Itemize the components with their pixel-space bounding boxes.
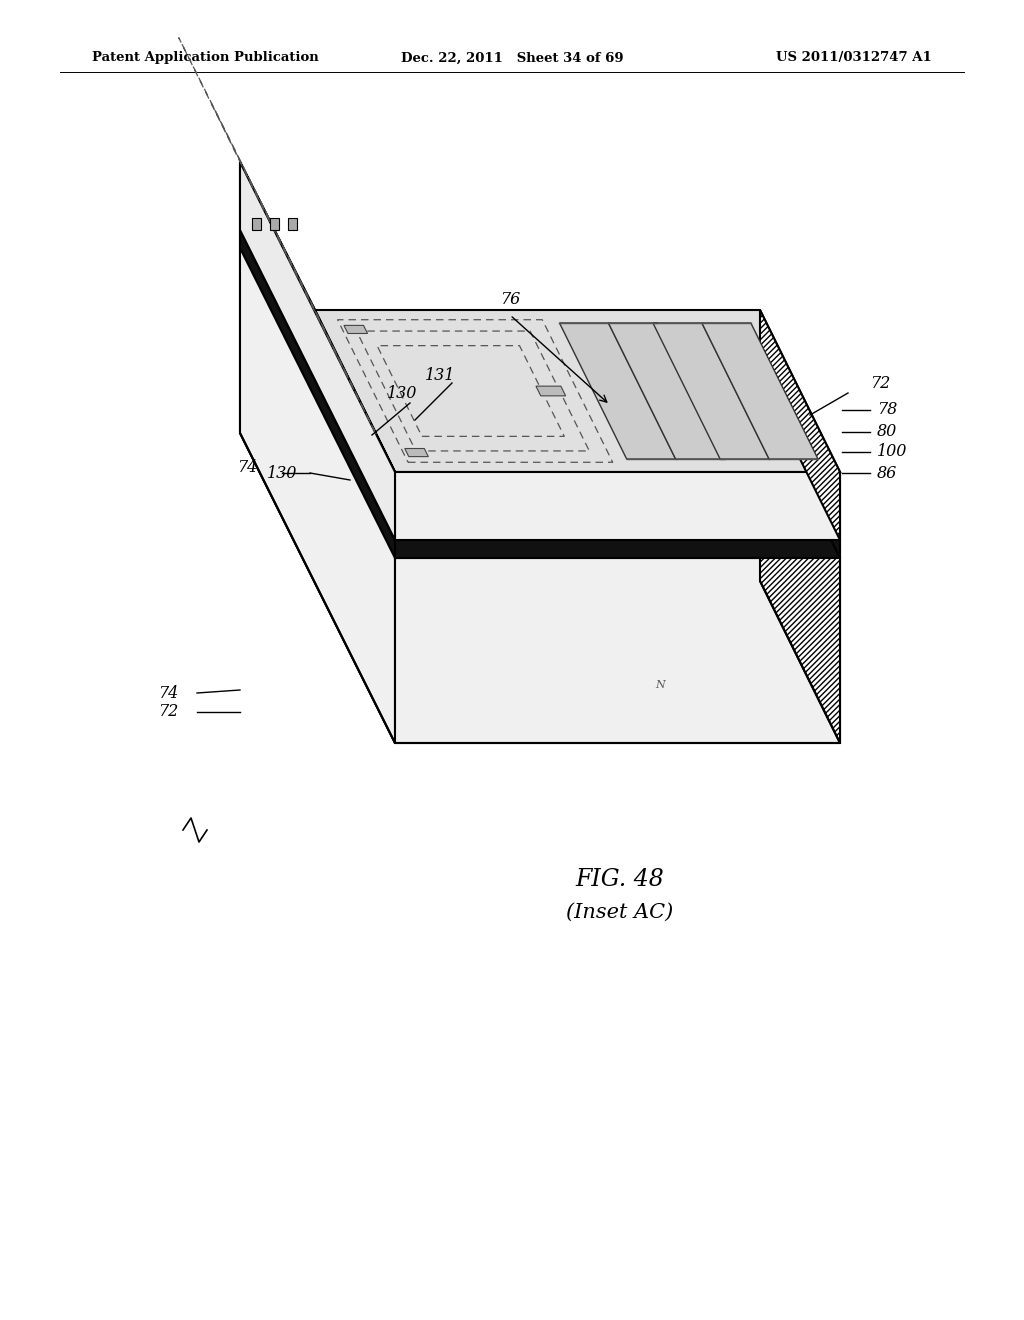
Polygon shape: [252, 218, 261, 230]
Text: 100: 100: [877, 444, 907, 461]
Polygon shape: [536, 387, 565, 396]
Polygon shape: [653, 323, 769, 459]
Text: 72: 72: [158, 704, 178, 721]
Text: 78: 78: [877, 401, 897, 418]
Text: 130: 130: [267, 465, 297, 482]
Text: US 2011/0312747 A1: US 2011/0312747 A1: [776, 51, 932, 65]
Polygon shape: [288, 218, 297, 230]
Polygon shape: [701, 323, 818, 459]
Polygon shape: [240, 230, 395, 743]
Polygon shape: [240, 230, 395, 558]
Text: 131: 131: [425, 367, 456, 384]
Text: 72: 72: [870, 375, 890, 392]
Polygon shape: [608, 323, 725, 459]
Polygon shape: [395, 540, 840, 558]
Text: 76: 76: [500, 292, 520, 309]
Polygon shape: [395, 473, 840, 540]
Text: 74: 74: [158, 685, 178, 701]
Text: 86: 86: [877, 465, 897, 482]
Polygon shape: [240, 162, 395, 473]
Text: N: N: [655, 680, 665, 690]
Polygon shape: [395, 558, 840, 743]
Text: Patent Application Publication: Patent Application Publication: [92, 51, 318, 65]
Text: 80: 80: [877, 424, 897, 441]
Polygon shape: [760, 378, 840, 558]
Polygon shape: [760, 310, 840, 540]
Text: FIG. 48: FIG. 48: [575, 869, 665, 891]
Polygon shape: [344, 326, 368, 334]
Polygon shape: [315, 310, 395, 540]
Text: Dec. 22, 2011   Sheet 34 of 69: Dec. 22, 2011 Sheet 34 of 69: [400, 51, 624, 65]
Polygon shape: [240, 162, 395, 473]
Polygon shape: [315, 310, 840, 473]
Text: 74: 74: [237, 459, 257, 477]
Text: (Inset AC): (Inset AC): [566, 903, 674, 921]
Polygon shape: [760, 396, 840, 743]
Polygon shape: [240, 230, 395, 743]
Polygon shape: [240, 162, 395, 540]
Polygon shape: [240, 162, 395, 540]
Text: 130: 130: [387, 384, 417, 401]
Polygon shape: [270, 218, 279, 230]
Polygon shape: [404, 449, 428, 457]
Polygon shape: [559, 323, 676, 459]
